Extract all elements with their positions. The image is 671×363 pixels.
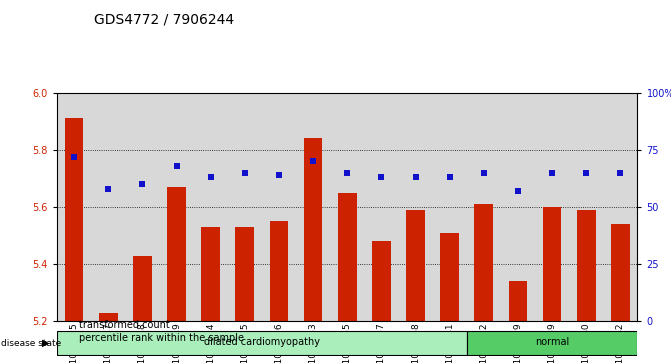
Text: dilated cardiomyopathy: dilated cardiomyopathy (204, 337, 320, 347)
Bar (296, 93, 330, 321)
Text: disease state: disease state (1, 339, 61, 347)
Text: percentile rank within the sample: percentile rank within the sample (79, 333, 244, 343)
Bar (201, 227, 220, 321)
Bar (194, 93, 227, 321)
Bar (270, 221, 289, 321)
Text: transformed count: transformed count (79, 319, 170, 330)
Bar (167, 187, 186, 321)
Bar (236, 227, 254, 321)
Bar (57, 93, 91, 321)
Bar (467, 93, 501, 321)
Bar (474, 204, 493, 321)
Text: GDS4772 / 7906244: GDS4772 / 7906244 (94, 13, 234, 27)
Bar (535, 93, 569, 321)
Bar (543, 207, 562, 321)
Bar (509, 281, 527, 321)
Bar (364, 93, 399, 321)
Bar (160, 93, 194, 321)
Bar (399, 93, 433, 321)
Bar (501, 93, 535, 321)
Bar (372, 241, 391, 321)
Bar (603, 93, 637, 321)
Bar (406, 210, 425, 321)
Bar (125, 93, 160, 321)
Bar (330, 93, 364, 321)
FancyBboxPatch shape (467, 331, 637, 355)
Text: normal: normal (535, 337, 569, 347)
Bar (64, 118, 83, 321)
Bar (611, 224, 630, 321)
Bar (338, 193, 356, 321)
Bar (262, 93, 296, 321)
Bar (91, 93, 125, 321)
Bar (569, 93, 603, 321)
Bar (440, 233, 459, 321)
FancyBboxPatch shape (57, 331, 467, 355)
Text: ▶: ▶ (42, 338, 50, 348)
Bar (133, 256, 152, 321)
Bar (304, 138, 323, 321)
Bar (577, 210, 596, 321)
Bar (433, 93, 467, 321)
Bar (227, 93, 262, 321)
Bar (99, 313, 117, 321)
